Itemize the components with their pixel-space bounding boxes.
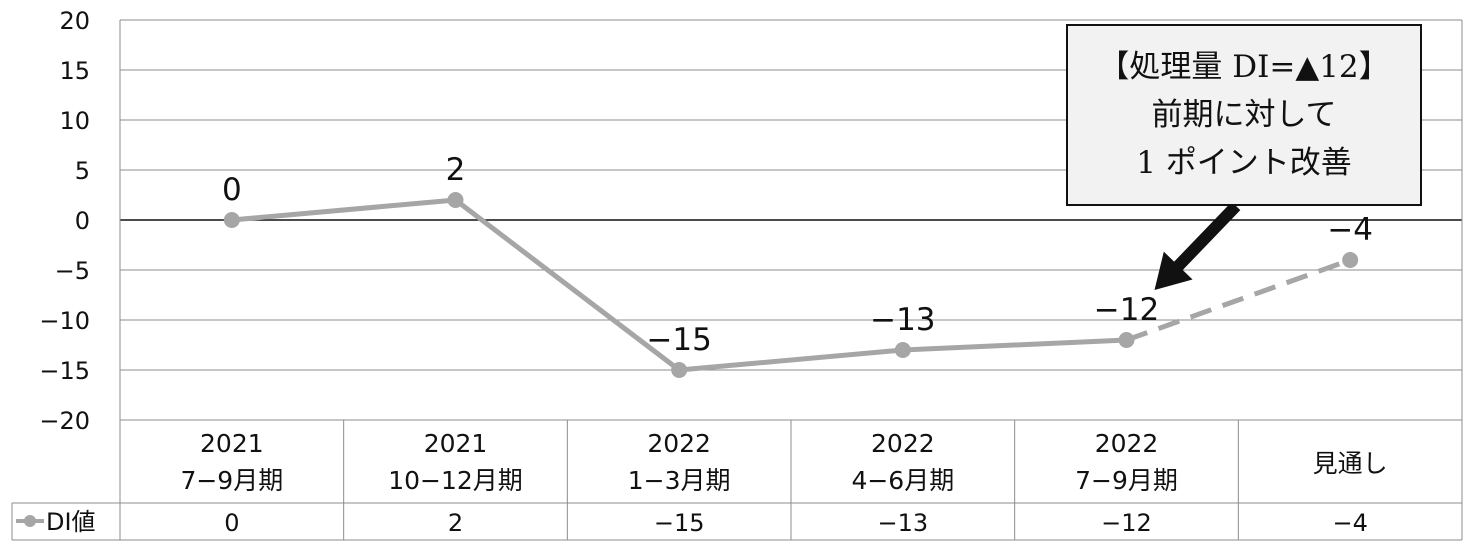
callout-arrow (1154, 201, 1241, 290)
series-di (223, 192, 1359, 378)
category-label-line2: 7−9月期 (180, 466, 283, 495)
table-value: 2 (448, 509, 463, 537)
table-value: −12 (1101, 509, 1152, 537)
category-label-line2: 1−3月期 (628, 466, 731, 495)
y-tick-label: −5 (55, 257, 90, 285)
data-point (894, 342, 911, 358)
data-labels: 0 2 −15 −13 −12 −4 (222, 152, 1373, 358)
y-tick-label: 15 (59, 57, 90, 85)
category-label-line1: 2021 (200, 429, 264, 458)
data-label: 2 (446, 152, 466, 188)
category-label-line1: 2021 (424, 429, 488, 458)
data-point (223, 212, 240, 228)
table-value: −4 (1332, 509, 1367, 537)
y-tick-label: −15 (39, 357, 90, 385)
y-tick-label: 5 (75, 157, 90, 185)
arrow-shaft (1168, 201, 1241, 277)
data-label: −12 (1094, 292, 1159, 328)
y-tick-label: 10 (59, 107, 90, 135)
callout-line-3: 1 ポイント改善 (1136, 145, 1352, 181)
category-label-line2: 10−12月期 (388, 466, 523, 495)
forecast-line (1125, 257, 1352, 343)
category-label-line2: 7−9月期 (1075, 466, 1178, 495)
legend-marker (24, 515, 36, 527)
callout-title: 【処理量 DI=▲12】 (1098, 49, 1390, 85)
data-label: −13 (870, 302, 935, 338)
table-value: −15 (654, 509, 705, 537)
y-tick-label: −20 (39, 407, 90, 435)
category-label: 見通し (1313, 449, 1388, 478)
category-label-line2: 4−6月期 (851, 466, 954, 495)
table-value: −13 (878, 509, 929, 537)
data-point (671, 362, 688, 378)
data-point (1118, 332, 1135, 348)
legend-label: DI値 (46, 508, 96, 536)
y-tick-label: 0 (75, 207, 90, 235)
table-value: 0 (224, 509, 239, 537)
y-tick-label: 20 (59, 7, 90, 35)
data-label: −4 (1327, 212, 1373, 248)
category-label-line1: 2022 (871, 429, 935, 458)
category-label-line1: 2022 (647, 429, 711, 458)
data-label: −15 (646, 322, 711, 358)
callout-line-2: 前期に対して (1151, 97, 1337, 133)
callout-box: 【処理量 DI=▲12】 前期に対して 1 ポイント改善 (1066, 24, 1422, 206)
y-tick-label: −10 (39, 307, 90, 335)
data-label: 0 (222, 172, 242, 208)
y-axis: 20 15 10 5 0 −5 −10 −15 −20 (39, 7, 90, 435)
data-point (1342, 252, 1359, 268)
category-label-line1: 2022 (1095, 429, 1159, 458)
data-point (447, 192, 464, 208)
arrow-head (1154, 251, 1193, 290)
data-table: 2021 7−9月期 0 2021 10−12月期 2 2022 1−3月期 −15 2022 4−… (11, 420, 1462, 541)
